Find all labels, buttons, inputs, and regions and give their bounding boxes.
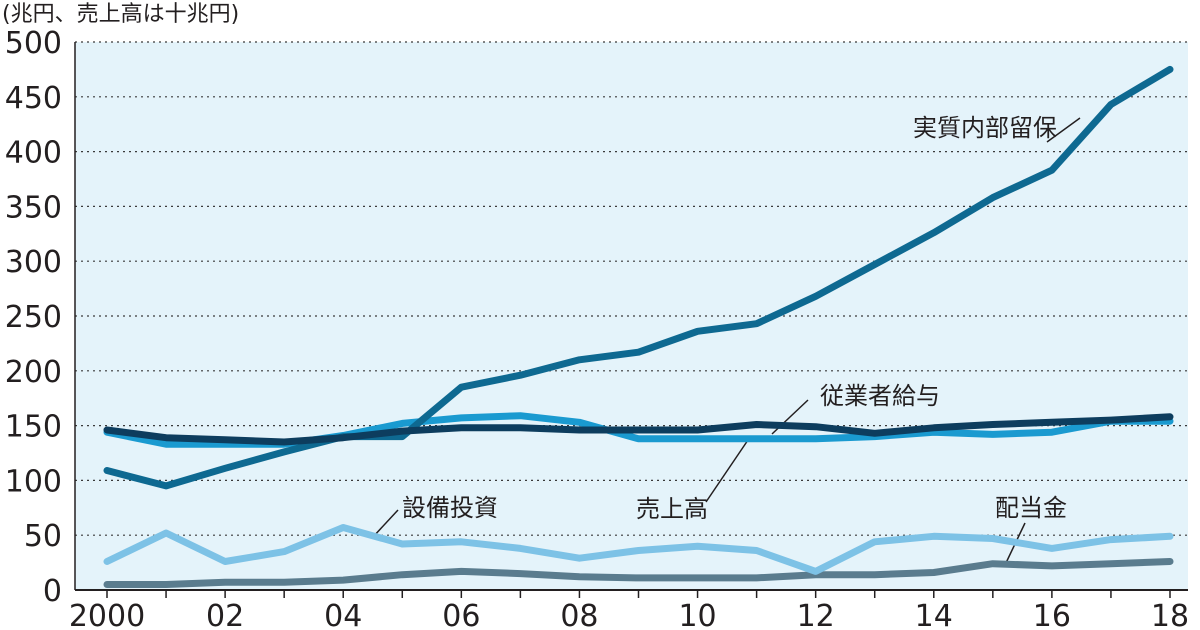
annotation-leader bbox=[1046, 117, 1081, 143]
series-line bbox=[103, 65, 1174, 490]
x-tick-label: 16 bbox=[1033, 599, 1071, 630]
x-tick-label: 14 bbox=[915, 599, 953, 630]
x-tick-label: 18 bbox=[1151, 599, 1189, 630]
series-line bbox=[103, 524, 1174, 575]
y-tick-label: 100 bbox=[5, 464, 62, 499]
x-tick-label: 04 bbox=[324, 599, 362, 630]
annotation-leader bbox=[705, 439, 749, 503]
x-tick-label: 2000 bbox=[69, 599, 145, 630]
x-tick-label: 06 bbox=[442, 599, 480, 630]
series-line bbox=[103, 558, 1174, 588]
series-lines bbox=[103, 65, 1174, 588]
grid-lines bbox=[74, 41, 1188, 591]
y-tick-label: 500 bbox=[5, 26, 62, 61]
y-tick-label: 250 bbox=[5, 300, 62, 335]
y-axis-ticks: 0 50 100 150 200 250 300 350 400 450 500 bbox=[5, 26, 62, 609]
unit-label: (兆円、売上高は十兆円) bbox=[2, 2, 240, 27]
y-tick-label: 400 bbox=[5, 136, 62, 171]
y-tick-label: 200 bbox=[5, 355, 62, 390]
x-tick-label: 10 bbox=[678, 599, 716, 630]
x-tick-label: 08 bbox=[560, 599, 598, 630]
plot-background bbox=[75, 42, 1188, 590]
y-tick-label: 350 bbox=[5, 190, 62, 225]
series-annotation: 売上高 bbox=[636, 495, 708, 523]
x-tick-label: 02 bbox=[206, 599, 244, 630]
y-tick-label: 450 bbox=[5, 81, 62, 116]
series-annotation: 設備投資 bbox=[402, 494, 498, 522]
series-annotation: 従業者給与 bbox=[820, 382, 940, 410]
y-tick-label: 300 bbox=[5, 245, 62, 280]
x-tick-label: 12 bbox=[797, 599, 835, 630]
series-line bbox=[103, 413, 1174, 446]
y-tick-label: 50 bbox=[24, 519, 62, 554]
x-axis-ticks: 2000 02 04 06 08 10 12 14 16 18 bbox=[69, 590, 1189, 630]
series-annotation: 配当金 bbox=[995, 494, 1067, 522]
y-tick-label: 0 bbox=[43, 574, 62, 609]
series-annotation: 実質内部留保 bbox=[913, 114, 1057, 142]
y-tick-label: 150 bbox=[5, 410, 62, 445]
